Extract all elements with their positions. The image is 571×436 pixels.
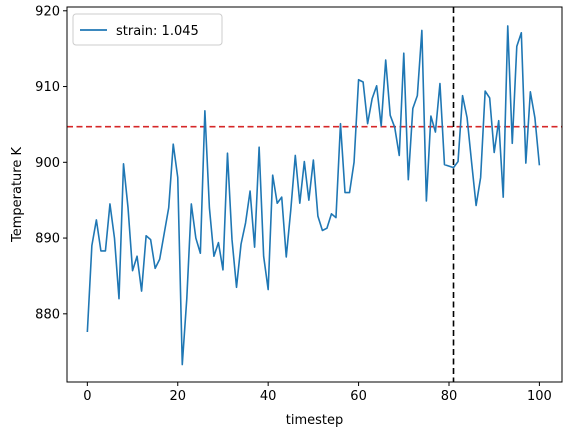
y-tick-label: 890 <box>35 232 60 247</box>
x-tick-label: 20 <box>169 389 186 404</box>
series-line <box>86 25 541 366</box>
x-tick-label: 40 <box>260 389 277 404</box>
x-tick-label: 60 <box>350 389 367 404</box>
y-axis: 880 890 900 910 920 <box>35 4 67 322</box>
y-axis-label: Temperature K <box>10 147 25 243</box>
y-tick-label: 880 <box>35 307 60 322</box>
x-axis: 0 20 40 60 80 100 <box>83 382 552 404</box>
plot-frame <box>66 6 563 383</box>
x-tick-label: 0 <box>83 389 91 404</box>
y-tick-label: 920 <box>35 4 60 19</box>
y-tick-label: 900 <box>35 156 60 171</box>
series-layer <box>86 25 541 366</box>
x-axis-label: timestep <box>286 413 344 428</box>
legend-label: strain: 1.045 <box>116 24 199 39</box>
y-tick-label: 910 <box>35 80 60 95</box>
legend-box <box>72 13 223 46</box>
reference-lines <box>67 7 562 382</box>
plot-background <box>67 7 562 382</box>
legend: strain: 1.045 <box>72 13 223 46</box>
x-tick-label: 80 <box>441 389 458 404</box>
x-tick-label: 100 <box>527 389 552 404</box>
